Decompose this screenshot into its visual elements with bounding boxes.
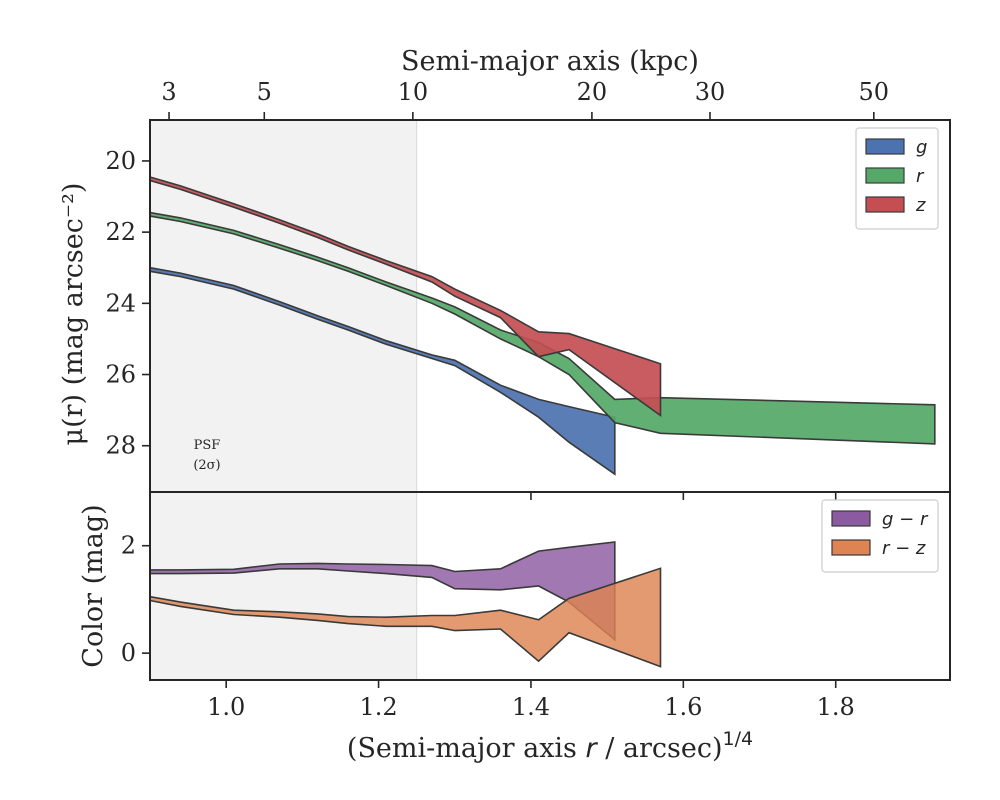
band-r — [149, 211, 936, 445]
legend-label: g — [916, 137, 927, 158]
kpc-tick-label: 10 — [398, 78, 429, 106]
legend-label: g − r — [882, 509, 929, 530]
y-tick-label: 0 — [121, 639, 136, 667]
surface-brightness-bands — [149, 175, 936, 476]
top-y-axis-ticks: 20 22 24 26 28 — [105, 147, 150, 460]
y-tick-label: 20 — [105, 147, 136, 175]
band-r-z — [149, 567, 662, 668]
kpc-axis-label: Semi-major axis (kpc) — [401, 46, 699, 77]
psf-shaded-region-color — [149, 491, 418, 681]
legend-label: r − z — [882, 538, 926, 559]
psf-label: PSF — [194, 438, 221, 453]
kpc-tick-label: 3 — [161, 78, 176, 106]
y-tick-label: 28 — [105, 432, 136, 460]
y-tick-label: 22 — [105, 218, 136, 246]
color-panel: 02 1.0 1.2 1.4 1.6 1.8 Color (mag) (Semi-maj… — [78, 491, 951, 764]
y-tick-label: 26 — [105, 361, 136, 389]
x-tick-label: 1.6 — [664, 693, 702, 721]
bottom-x-axis-ticks: 1.0 1.2 1.4 1.6 1.8 — [207, 680, 855, 721]
legend-swatch — [831, 510, 871, 527]
kpc-axis-ticks: 3 5 10 20 30 50 — [161, 78, 889, 120]
color-axis-label: Color (mag) — [78, 504, 109, 667]
y-tick-label: 24 — [105, 289, 136, 317]
mu-axis-label: μ(r) (mag arcsec⁻²) — [58, 183, 89, 446]
bottom-panel-frame — [149, 491, 951, 681]
kpc-tick-label: 5 — [257, 78, 272, 106]
semi-major-axis-label: (Semi-major axis r / arcsec)1/4 — [347, 728, 753, 764]
band-g — [149, 266, 616, 476]
y-tick-label: 2 — [121, 532, 136, 560]
kpc-tick-label: 50 — [859, 78, 890, 106]
kpc-tick-label: 20 — [577, 78, 608, 106]
bottom-legend: g − r r − z — [821, 499, 939, 573]
color-bands — [149, 541, 662, 668]
legend-swatch — [865, 138, 905, 155]
legend-swatch — [831, 539, 871, 556]
band-z — [149, 175, 662, 418]
surface-brightness-panel: 20 22 24 26 28 3 5 10 20 30 50 Semi-major axis (k… — [58, 46, 951, 500]
kpc-tick-label: 30 — [695, 78, 726, 106]
x-tick-label: 1.4 — [512, 693, 550, 721]
legend-swatch — [865, 196, 905, 213]
x-tick-label: 1.2 — [359, 693, 397, 721]
psf-sigma-label: (2σ) — [193, 458, 220, 473]
legend-swatch — [865, 167, 905, 184]
legend-label: z — [915, 195, 926, 216]
bottom-y-axis-ticks: 02 — [121, 532, 150, 667]
top-legend: grz — [855, 127, 939, 230]
legend-label: r — [916, 166, 925, 187]
x-tick-label: 1.8 — [817, 693, 855, 721]
x-tick-label: 1.0 — [207, 693, 245, 721]
